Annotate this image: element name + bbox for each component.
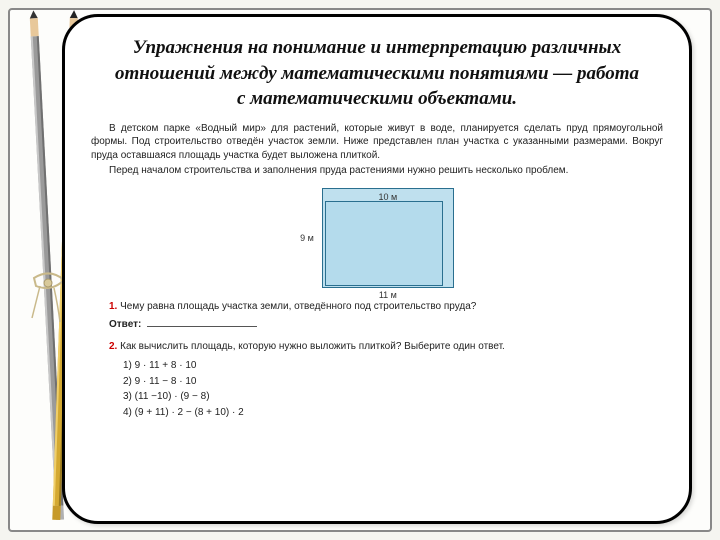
paragraph-2: Перед началом строительства и заполнения… [91,164,663,178]
q2-options: 1) 9 · 11 + 8 · 10 2) 9 · 11 − 8 · 10 3)… [123,359,663,419]
dim-bottom: 11 м [323,289,453,301]
pond-figure: 9 м 10 м 8 м 11 м [91,188,663,288]
question-1: 1. Чему равна площадь участка земли, отв… [91,300,663,314]
option-3: 3) (11 −10) · (9 − 8) [123,390,663,404]
q1-text: Чему равна площадь участка земли, отведё… [120,301,476,312]
q1-answer: Ответ: [91,317,663,332]
q2-number: 2. [109,341,117,352]
option-4: 4) (9 + 11) · 2 − (8 + 10) · 2 [123,406,663,420]
slide-title: Упражнения на понимание и интерпретацию … [91,35,663,112]
content-card: Упражнения на понимание и интерпретацию … [62,14,692,524]
q2-text: Как вычислить площадь, которую нужно выл… [120,341,505,352]
problem-body: В детском парке «Водный мир» для растени… [91,122,663,420]
question-2: 2. Как вычислить площадь, которую нужно … [91,340,663,354]
dim-outer-left: 9 м [300,232,314,244]
option-1: 1) 9 · 11 + 8 · 10 [123,359,663,373]
paragraph-1: В детском парке «Водный мир» для растени… [91,122,663,163]
option-2: 2) 9 · 11 − 8 · 10 [123,375,663,389]
q1-number: 1. [109,301,117,312]
answer-blank [147,317,257,327]
plot-rectangle: 10 м 8 м 11 м [322,188,454,288]
pond-rectangle [325,201,443,286]
answer-label: Ответ: [91,318,141,332]
